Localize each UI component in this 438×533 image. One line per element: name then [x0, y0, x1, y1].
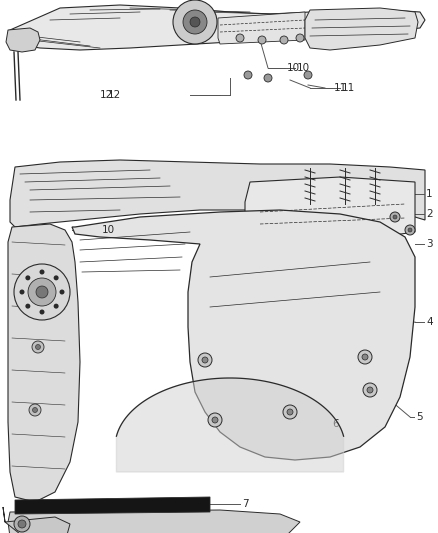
Text: 7: 7	[242, 499, 249, 509]
Circle shape	[283, 405, 297, 419]
Circle shape	[20, 289, 25, 295]
Circle shape	[258, 36, 266, 44]
Circle shape	[14, 264, 70, 320]
Circle shape	[304, 71, 312, 79]
Text: 12: 12	[108, 90, 121, 100]
Circle shape	[296, 34, 304, 42]
Polygon shape	[15, 497, 210, 514]
Circle shape	[60, 289, 64, 295]
Text: 6: 6	[332, 419, 339, 429]
Polygon shape	[10, 160, 425, 227]
Circle shape	[264, 74, 272, 82]
Circle shape	[367, 387, 373, 393]
Text: 10: 10	[102, 225, 115, 235]
Polygon shape	[218, 12, 305, 44]
Text: 11: 11	[334, 83, 347, 93]
Text: 4: 4	[426, 317, 433, 327]
Circle shape	[32, 408, 38, 413]
Polygon shape	[8, 224, 80, 502]
Circle shape	[39, 270, 45, 274]
Circle shape	[190, 17, 200, 27]
Circle shape	[25, 276, 30, 280]
Circle shape	[212, 417, 218, 423]
Circle shape	[28, 278, 56, 306]
Circle shape	[390, 212, 400, 222]
Circle shape	[53, 276, 59, 280]
Circle shape	[18, 520, 26, 528]
Text: 5: 5	[416, 412, 423, 422]
Text: 1: 1	[426, 189, 433, 199]
Text: 10: 10	[287, 63, 300, 73]
Circle shape	[53, 304, 59, 309]
Text: 10: 10	[297, 63, 310, 73]
Circle shape	[363, 383, 377, 397]
Circle shape	[362, 354, 368, 360]
Circle shape	[36, 286, 48, 298]
Polygon shape	[8, 5, 425, 50]
Circle shape	[236, 34, 244, 42]
Circle shape	[35, 344, 40, 350]
Circle shape	[14, 516, 30, 532]
Text: 3: 3	[426, 239, 433, 249]
Circle shape	[358, 350, 372, 364]
Circle shape	[393, 215, 397, 219]
Polygon shape	[117, 378, 343, 472]
Circle shape	[173, 0, 217, 44]
Circle shape	[198, 353, 212, 367]
Circle shape	[405, 225, 415, 235]
Polygon shape	[8, 510, 300, 533]
Circle shape	[183, 10, 207, 34]
Circle shape	[29, 404, 41, 416]
Circle shape	[408, 228, 412, 232]
Text: 11: 11	[342, 83, 355, 93]
Polygon shape	[305, 8, 418, 50]
Polygon shape	[6, 28, 40, 52]
Circle shape	[287, 409, 293, 415]
Circle shape	[244, 71, 252, 79]
Polygon shape	[72, 210, 415, 460]
Text: 8: 8	[82, 517, 88, 527]
Circle shape	[25, 304, 30, 309]
Text: 2: 2	[426, 209, 433, 219]
Circle shape	[280, 36, 288, 44]
Circle shape	[39, 310, 45, 314]
Circle shape	[208, 413, 222, 427]
Polygon shape	[245, 177, 415, 242]
Circle shape	[32, 341, 44, 353]
Polygon shape	[3, 507, 70, 533]
Text: 12: 12	[100, 90, 113, 100]
Circle shape	[202, 357, 208, 363]
